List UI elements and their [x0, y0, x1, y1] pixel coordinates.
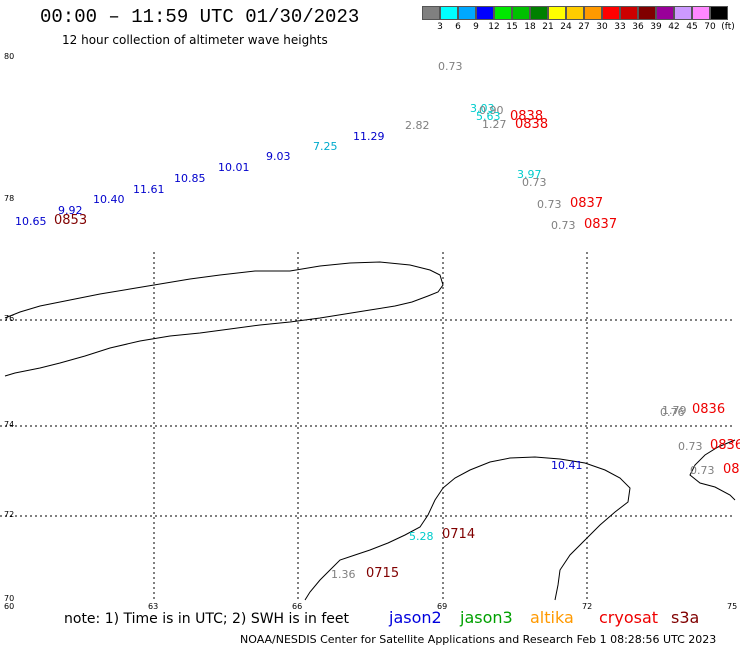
legend-bin-label: 39: [650, 22, 662, 32]
satellite-cryosat: cryosat: [599, 608, 659, 627]
wave-height-value: 3.03: [470, 102, 495, 115]
legend-swatch: [548, 6, 566, 20]
map-subtitle: 12 hour collection of altimeter wave hei…: [62, 33, 328, 47]
wave-height-value: 0.73: [438, 60, 463, 73]
legend-swatch: [440, 6, 458, 20]
legend-swatch: [494, 6, 512, 20]
satellite-jason2: jason2: [389, 608, 442, 627]
wave-height-value: 1.27: [482, 118, 507, 131]
wave-height-value: 11.29: [353, 130, 385, 143]
legend-bin-label: 27: [578, 22, 590, 32]
legend-swatch: [638, 6, 656, 20]
lat-lon-grid: [0, 252, 735, 600]
legend-bin-label: 42: [668, 22, 680, 32]
lat-label: 78: [4, 194, 15, 203]
legend-swatch: [674, 6, 692, 20]
legend-swatch: [512, 6, 530, 20]
wave-height-value: 0.73: [537, 198, 562, 211]
pass-time-label: 0837: [570, 196, 604, 211]
wave-height-value: 11.61: [133, 183, 165, 196]
legend-bin-label: 15: [506, 22, 518, 32]
legend-swatch: [422, 6, 440, 20]
legend-bin-label: 9: [473, 22, 479, 32]
note-text: note: 1) Time is in UTC; 2) SWH is in fe…: [64, 611, 350, 627]
lat-label: 74: [4, 420, 15, 429]
pass-time-label: 0714: [442, 527, 476, 542]
lat-label: 70: [4, 594, 15, 603]
wave-height-value: 0.73: [551, 219, 576, 232]
wave-height-value: 10.85: [174, 172, 206, 185]
wave-height-value: 7.25: [313, 140, 338, 153]
coastline-north: [4, 261, 444, 377]
legend-swatch: [602, 6, 620, 20]
satellite-jason3: jason3: [460, 608, 513, 627]
legend-swatch: [476, 6, 494, 20]
legend-swatch: [530, 6, 548, 20]
wave-height-value: 2.82: [405, 119, 430, 132]
satellite-altika: altika: [530, 608, 574, 627]
lat-label: 80: [4, 52, 15, 61]
legend-bin-label: 30: [596, 22, 608, 32]
legend-bin-label: 33: [614, 22, 626, 32]
pass-time-label: 0853: [54, 213, 88, 228]
lon-label: 66: [292, 602, 303, 611]
wave-height-value: 10.40: [93, 193, 125, 206]
lat-label: 72: [4, 510, 15, 519]
wave-height-value: 0.73: [522, 176, 547, 189]
lon-label: 72: [582, 602, 593, 611]
pass-time-label: 0836: [723, 462, 740, 477]
legend-swatch: [656, 6, 674, 20]
legend-swatch: [566, 6, 584, 20]
legend-swatch: [584, 6, 602, 20]
lon-label: 69: [437, 602, 448, 611]
legend-bin-label: 21: [542, 22, 554, 32]
legend-bin-label: 24: [560, 22, 572, 32]
wave-height-value: 5.63: [476, 110, 501, 123]
lon-label: 75: [727, 602, 738, 611]
legend-swatch: [458, 6, 476, 20]
pass-time-label: 0836: [692, 402, 726, 417]
pass-time-label: 0837: [584, 217, 618, 232]
wave-height-value: 1.79: [662, 404, 687, 417]
legend-bin-label: 70: [704, 22, 716, 32]
lat-label: 76: [4, 314, 15, 323]
wave-height-value: 9.92: [58, 204, 83, 217]
pass-time-label: 0838: [515, 117, 549, 132]
wave-height-value: 0.90: [479, 104, 504, 117]
legend-bin-label: 6: [455, 22, 461, 32]
wave-height-value: 10.01: [218, 161, 250, 174]
legend-bin-label: 3: [437, 22, 443, 32]
satellite-s3a: s3a: [671, 608, 700, 627]
legend-swatch: [620, 6, 638, 20]
coastline: [4, 261, 736, 601]
pass-time-label: 0838: [510, 109, 544, 124]
legend-bin-label: 36: [632, 22, 644, 32]
legend-bin-label: 12: [488, 22, 500, 32]
wave-height-value: 10.65: [15, 215, 47, 228]
footer-credit: NOAA/NESDIS Center for Satellite Applica…: [240, 633, 717, 646]
legend-bin-label: 18: [524, 22, 536, 32]
wave-height-value: 3.97: [517, 168, 542, 181]
map-title: 00:00 – 11:59 UTC 01/30/2023: [40, 6, 360, 28]
wave-height-value: 5.28: [409, 530, 434, 543]
legend-swatch: [692, 6, 710, 20]
wave-height-value: 0.73: [678, 440, 703, 453]
legend-unit: (ft): [721, 22, 735, 32]
lon-label: 60: [4, 602, 15, 611]
wave-height-value: 10.41: [551, 459, 583, 472]
pass-time-label: 0715: [366, 566, 400, 581]
coastline-east: [689, 439, 736, 501]
wave-height-value: 0.73: [690, 464, 715, 477]
wave-height-value: 0.76: [660, 406, 685, 419]
wave-height-value: 1.36: [331, 568, 356, 581]
legend-swatch: [710, 6, 728, 20]
legend-bin-label: 45: [686, 22, 698, 32]
pass-time-label: 0836: [710, 438, 740, 453]
lon-label: 63: [148, 602, 159, 611]
wave-height-value: 9.03: [266, 150, 291, 163]
coastline-south: [304, 456, 631, 601]
